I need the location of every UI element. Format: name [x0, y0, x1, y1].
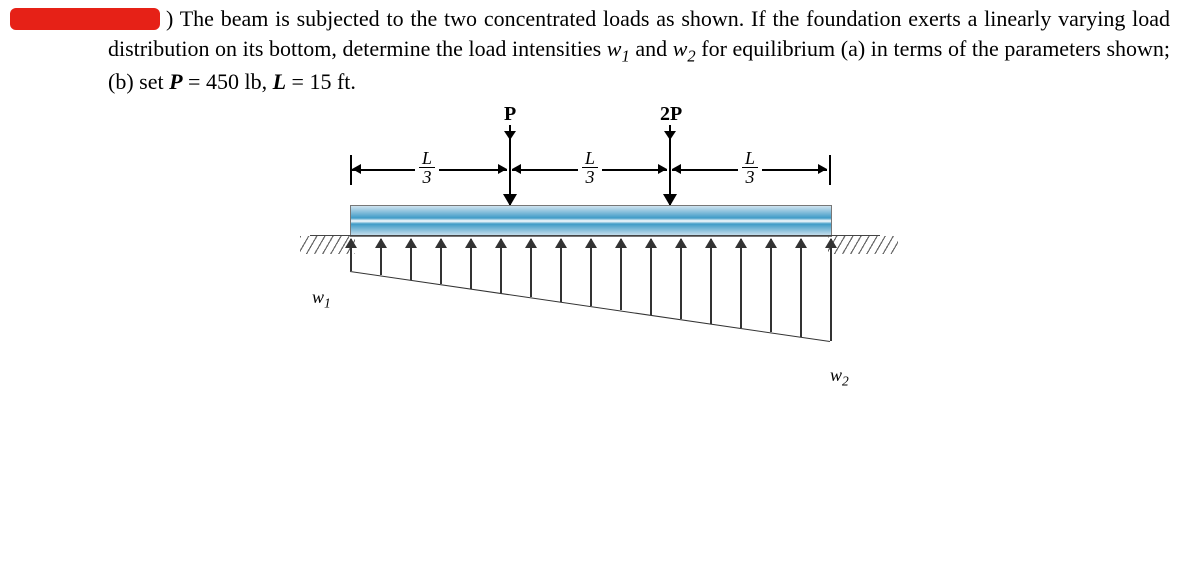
- dim-arrow: [352, 164, 361, 174]
- w1-label: w1: [312, 287, 331, 312]
- load-arrow-p: [509, 125, 511, 205]
- dist-load-arrow: [410, 239, 412, 280]
- distributed-load: [350, 237, 830, 367]
- dim-arrow: [818, 164, 827, 174]
- problem-statement: ) The beam is subjected to the two conce…: [108, 4, 1170, 97]
- redacted-problem-number: [10, 8, 160, 30]
- dist-load-arrow: [680, 239, 682, 319]
- dim-label: L3: [738, 147, 762, 188]
- dist-load-arrow: [650, 239, 652, 315]
- dim-arrow: [658, 164, 667, 174]
- dim-arrow: [498, 164, 507, 174]
- dist-load-arrow: [530, 239, 532, 297]
- beam-figure: P 2P L3 L3 L3 w1 w2: [300, 107, 900, 487]
- dim-arrow: [512, 164, 521, 174]
- dim-tick: [829, 155, 831, 185]
- w2-label: w2: [830, 365, 849, 390]
- dist-load-arrow: [830, 239, 832, 341]
- dist-load-arrow: [740, 239, 742, 328]
- dist-load-arrow: [470, 239, 472, 289]
- dist-load-arrow: [500, 239, 502, 293]
- load-label-p: P: [504, 103, 516, 126]
- dist-load-arrow: [800, 239, 802, 337]
- dist-load-arrow: [380, 239, 382, 275]
- dist-load-arrow: [590, 239, 592, 306]
- dist-load-arrow: [770, 239, 772, 332]
- dist-load-arrow: [560, 239, 562, 302]
- dim-label: L3: [415, 147, 439, 188]
- load-arrow-2p: [669, 125, 671, 205]
- dist-load-arrow: [620, 239, 622, 310]
- load-label-2p: 2P: [660, 103, 682, 126]
- beam: [350, 205, 832, 237]
- dist-load-arrow: [710, 239, 712, 324]
- dist-load-arrow: [350, 239, 352, 271]
- dim-label: L3: [578, 147, 602, 188]
- ground-hatch: [828, 236, 898, 254]
- dim-arrow: [672, 164, 681, 174]
- dist-load-arrow: [440, 239, 442, 284]
